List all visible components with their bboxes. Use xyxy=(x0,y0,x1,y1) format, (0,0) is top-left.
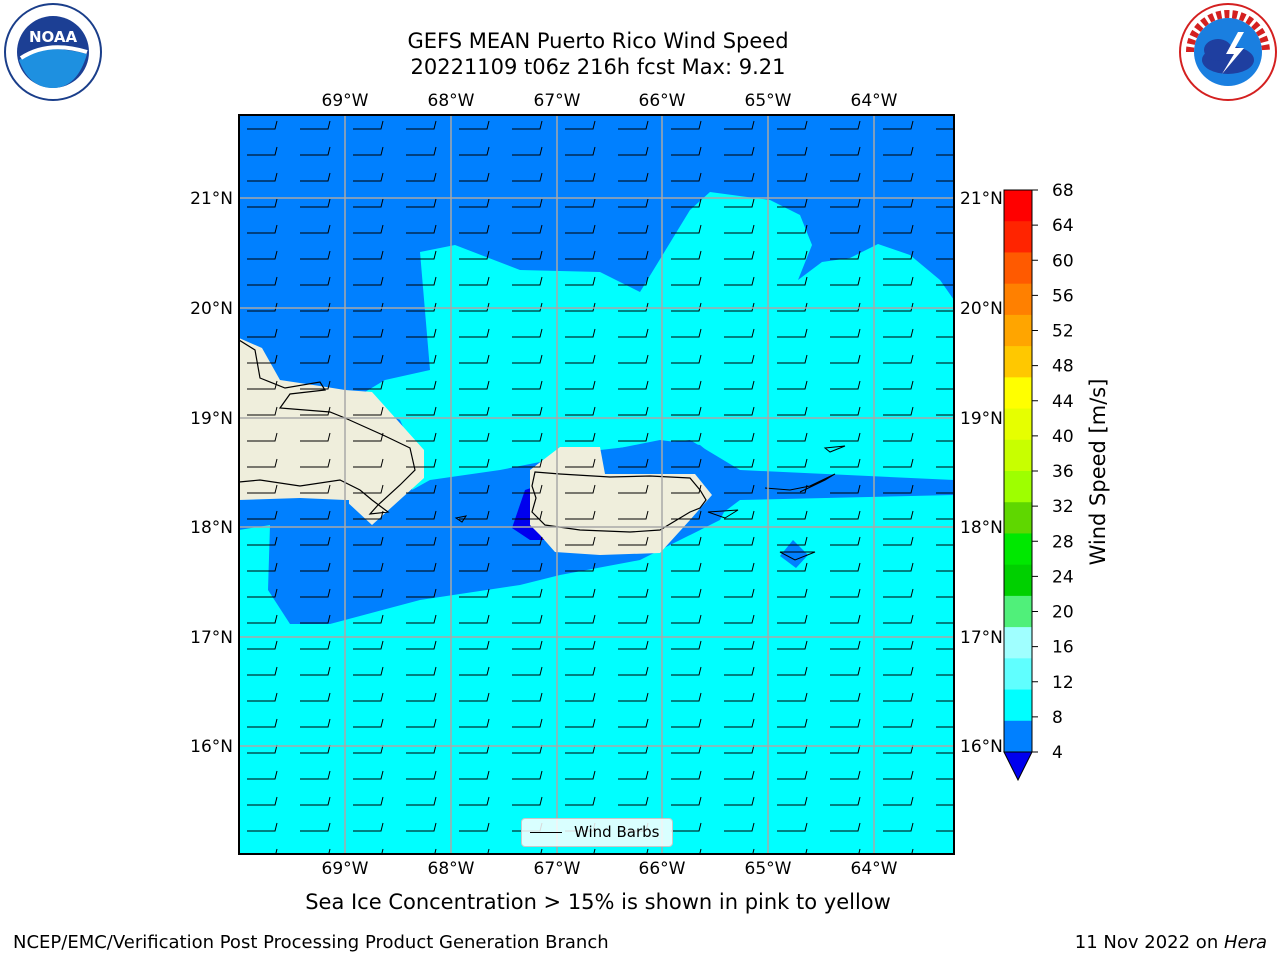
lat-label-left: 21°N xyxy=(190,189,233,209)
colorbar-segment xyxy=(1004,658,1032,691)
lon-label-top: 65°W xyxy=(745,91,792,111)
chart-title: GEFS MEAN Puerto Rico Wind Speed xyxy=(407,29,789,53)
lat-label-left: 18°N xyxy=(190,518,233,538)
sea-ice-note: Sea Ice Concentration > 15% is shown in … xyxy=(305,890,891,914)
colorbar-tick-label: 8 xyxy=(1052,708,1063,728)
colorbar-segment xyxy=(1004,689,1032,722)
footer-date-text: 11 Nov 2022 on xyxy=(1074,932,1224,953)
lon-label-bottom: 68°W xyxy=(428,859,475,879)
colorbar-segment xyxy=(1004,252,1032,285)
colorbar-segment xyxy=(1004,439,1032,472)
lon-label-bottom: 66°W xyxy=(639,859,686,879)
footer-machine: Hera xyxy=(1223,932,1267,953)
map-frame xyxy=(238,114,955,855)
colorbar-tick-label: 60 xyxy=(1052,251,1074,271)
colorbar-tick-label: 16 xyxy=(1052,638,1074,658)
footer-credit: NCEP/EMC/Verification Post Processing Pr… xyxy=(13,932,609,953)
colorbar-segment xyxy=(1004,314,1032,347)
map-field xyxy=(239,115,954,854)
map-gridlines xyxy=(239,115,954,854)
colorbar-labels: 68 64 60 56 52 48 44 40 36 32 28 24 20 16 12 8 4 xyxy=(1032,181,1074,763)
lat-label-left: 16°N xyxy=(190,737,233,757)
chart-subtitle: 20221109 t06z 216h fcst Max: 9.21 xyxy=(410,55,786,79)
colorbar-segment xyxy=(1004,533,1032,566)
colorbar-tick-label: 36 xyxy=(1052,462,1074,482)
colorbar-segment xyxy=(1004,627,1032,659)
lon-label-top: 67°W xyxy=(534,91,581,111)
colorbar-tick-label: 40 xyxy=(1052,427,1074,447)
lon-label-top: 68°W xyxy=(428,91,475,111)
colorbar-title: Wind Speed [m/s] xyxy=(1086,379,1110,566)
colorbar-segment xyxy=(1004,564,1032,597)
noaa-logo-text: NOAA xyxy=(29,28,78,46)
lon-label-bottom: 64°W xyxy=(851,859,898,879)
colorbar-tick-label: 52 xyxy=(1052,322,1074,342)
lat-label-left: 19°N xyxy=(190,409,233,429)
colorbar-tick-label: 68 xyxy=(1052,181,1074,201)
legend-barb-icon xyxy=(530,832,562,833)
colorbar-segment xyxy=(1004,408,1032,441)
colorbar-segment xyxy=(1004,720,1032,753)
lat-label-right: 16°N xyxy=(960,737,1003,757)
wind-barbs xyxy=(239,115,954,854)
lat-label-right: 20°N xyxy=(960,299,1003,319)
lon-label-bottom: 65°W xyxy=(745,859,792,879)
lat-label-left: 20°N xyxy=(190,299,233,319)
noaa-logo-icon: NOAA xyxy=(4,3,102,101)
lat-label-right: 17°N xyxy=(960,628,1003,648)
colorbar-segment xyxy=(1004,221,1032,253)
colorbar-tick-label: 24 xyxy=(1052,567,1074,587)
colorbar-segment xyxy=(1004,377,1032,410)
colorbar xyxy=(1003,189,1033,782)
lat-label-left: 17°N xyxy=(190,628,233,648)
lat-label-right: 21°N xyxy=(960,189,1003,209)
lat-label-right: 18°N xyxy=(960,518,1003,538)
nws-logo-icon xyxy=(1179,3,1277,101)
colorbar-segment xyxy=(1004,283,1032,316)
lon-label-top: 66°W xyxy=(639,91,686,111)
lon-label-top: 69°W xyxy=(322,91,369,111)
lon-label-bottom: 67°W xyxy=(534,859,581,879)
colorbar-segment xyxy=(1004,471,1032,503)
colorbar-tick-label: 32 xyxy=(1052,497,1074,517)
colorbar-segment xyxy=(1004,346,1032,378)
colorbar-tick-label: 4 xyxy=(1052,743,1063,763)
wind-barbs-legend: Wind Barbs xyxy=(521,818,673,847)
colorbar-segment xyxy=(1004,595,1032,628)
lat-label-right: 19°N xyxy=(960,409,1003,429)
colorbar-tick-label: 48 xyxy=(1052,357,1074,377)
colorbar-tick-label: 20 xyxy=(1052,603,1074,623)
footer-date: 11 Nov 2022 on Hera xyxy=(1075,932,1267,953)
colorbar-segment xyxy=(1004,190,1032,222)
lon-label-bottom: 69°W xyxy=(322,859,369,879)
colorbar-extend-arrow xyxy=(1003,751,1033,782)
colorbar-tick-label: 44 xyxy=(1052,392,1074,412)
colorbar-tick-label: 28 xyxy=(1052,532,1074,552)
colorbar-tick-label: 64 xyxy=(1052,216,1074,236)
legend-label: Wind Barbs xyxy=(574,823,660,841)
lon-label-top: 64°W xyxy=(851,91,898,111)
colorbar-segment xyxy=(1004,502,1032,534)
colorbar-tick-label: 12 xyxy=(1052,673,1074,693)
colorbar-tick-label: 56 xyxy=(1052,286,1074,306)
